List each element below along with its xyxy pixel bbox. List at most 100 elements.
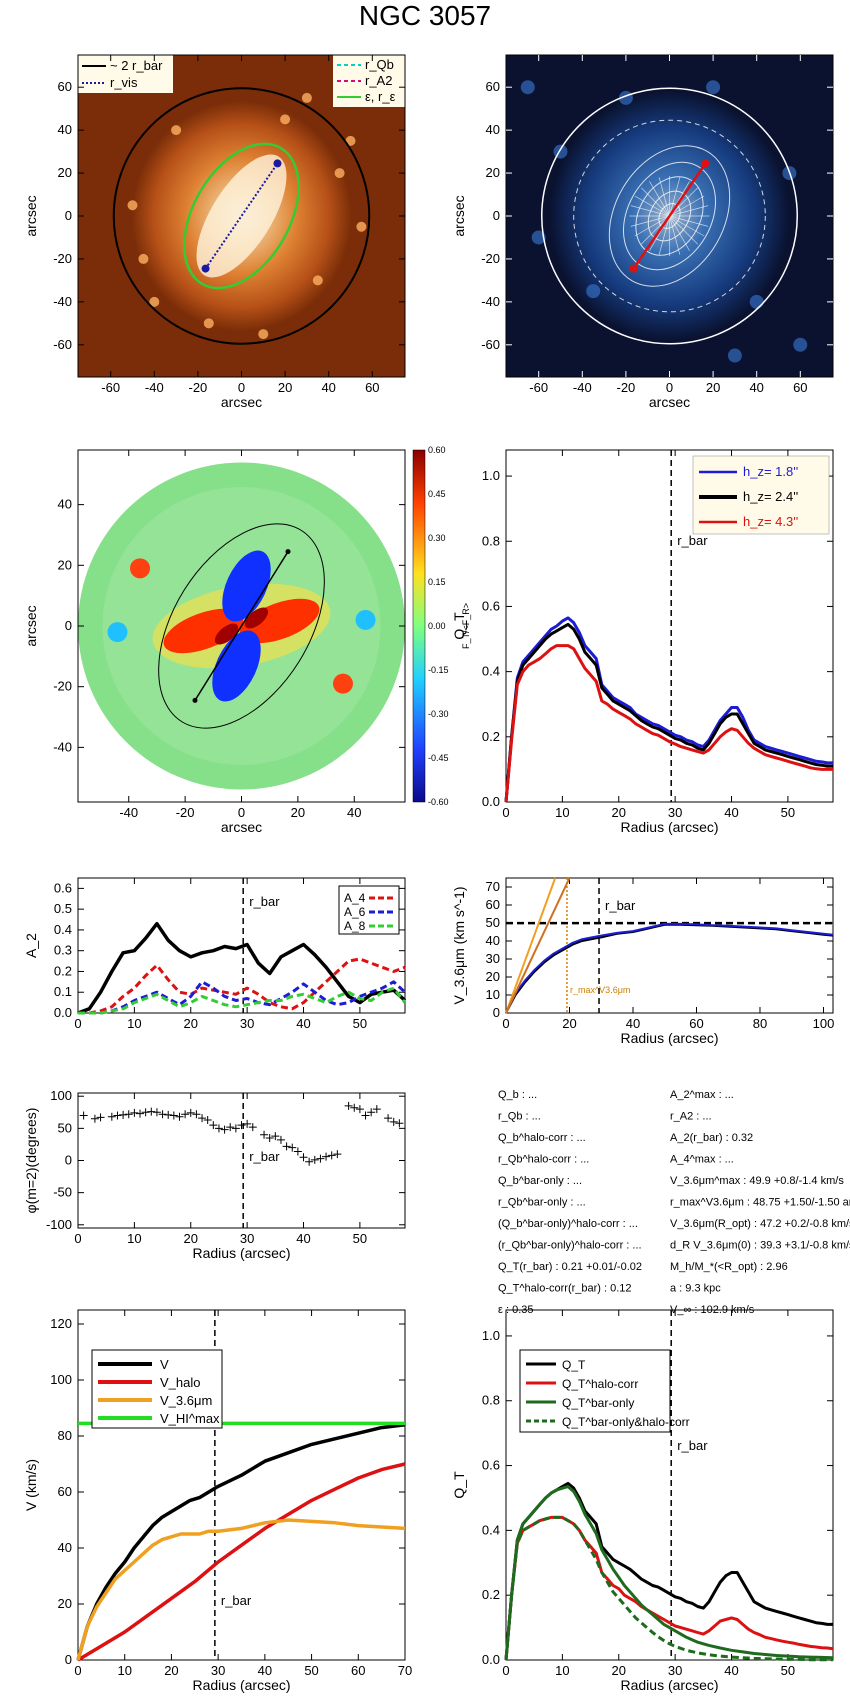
- force-map-ytick-label: 40: [58, 497, 72, 512]
- force-map-xtick-label: 40: [347, 805, 361, 820]
- velocity-decomposition-ytick-label: 0: [65, 1652, 72, 1667]
- qt-components-ytick-label: 1.0: [482, 1328, 500, 1343]
- vel-series-line: [77, 1462, 406, 1662]
- phase-point: [220, 1125, 229, 1134]
- residual-panel-xlabel: arcsec: [649, 394, 690, 410]
- a2-profile-ytick-label: 0.0: [54, 1005, 72, 1020]
- qt-comp-series-line: [504, 1485, 834, 1661]
- qt-hz-frame: [505, 449, 834, 803]
- residual-blob: [793, 337, 808, 352]
- phase-profile-ytick-label: -50: [53, 1185, 72, 1200]
- v36-profile-ylabel: V_3.6μm (km s^-1): [451, 886, 467, 1004]
- colorbar-tick-label: 0.60: [428, 445, 446, 455]
- a2-profile-ytick-label: 0.1: [54, 984, 72, 999]
- phase-point: [107, 1112, 116, 1121]
- qt-hz-ytick-label: 1.0: [482, 468, 500, 483]
- velocity-decomposition-ytick-label: 100: [50, 1372, 72, 1387]
- velocity-decomposition-xlabel: Radius (arcsec): [192, 1677, 290, 1693]
- param-right-row: A_2^max : ...: [670, 1089, 734, 1101]
- phase-point: [181, 1110, 190, 1119]
- image-panel-ytick-label: 0: [65, 208, 72, 223]
- qt-hz-xtick-label: 50: [781, 805, 795, 820]
- colorbar: [412, 449, 426, 803]
- v36-series-line: [505, 923, 834, 1014]
- phase-point: [175, 1112, 184, 1121]
- legend-label: Q_T^bar-only: [562, 1396, 634, 1410]
- sb-knot: [312, 275, 323, 286]
- phase-profile-ylabel: φ(m=2)(degrees): [23, 1108, 39, 1214]
- param-left-row: Q_b^halo-corr : ...: [498, 1132, 586, 1144]
- colorbar-tick-label: 0.15: [428, 577, 446, 587]
- a2-profile-ylabel: A_2: [23, 933, 39, 958]
- phase-profile: 0 10 20 30 40 50 -100 -50 0 50 100 Radius (arcsec) φ…: [23, 1088, 406, 1261]
- legend-label: A_8: [344, 919, 366, 933]
- force-bar-point: [192, 697, 198, 703]
- sb-knot: [301, 92, 312, 103]
- param-right-row: V_3.6μm(R_opt) : 47.2 +0.2/-0.8 km/s: [670, 1218, 850, 1230]
- qt-comp-series-line: [504, 1481, 833, 1661]
- residual-blob: [706, 80, 721, 95]
- v36-profile-xtick-label: 40: [626, 1016, 640, 1031]
- a2-profile-ytick-label: 0.5: [54, 901, 72, 916]
- force-red-core: [244, 607, 269, 629]
- qt-hz-xtick-label: 30: [668, 805, 682, 820]
- velocity-decomposition: 0 10 20 30 40 50 60 70 0 20 40 60 80 100 120 Radius (ar…: [23, 1309, 412, 1693]
- param-right-row: V_3.6μm^max : 49.9 +0.8/-1.4 km/s: [670, 1175, 844, 1187]
- image-panel-xtick-label: 40: [321, 380, 335, 395]
- velocity-decomposition-xtick-label: 30: [211, 1663, 225, 1678]
- qt-components: 0 10 20 30 40 50 0.0 0.2 0.4 0.6 0.8 1.0 Radius (arc…: [451, 1309, 834, 1693]
- param-left-row: Q_b : ...: [498, 1089, 537, 1101]
- residual-spoke: [669, 177, 681, 217]
- force-map-ytick-label: -40: [53, 739, 72, 754]
- colorbar-tick-label: -0.30: [428, 709, 449, 719]
- sb-knot: [149, 296, 160, 307]
- residual-blob: [531, 230, 546, 245]
- v36-profile-xtick-label: 100: [813, 1016, 835, 1031]
- residual-blob: [553, 144, 568, 159]
- legend-label: ε, r_ε: [365, 89, 396, 104]
- legend-label: r_A2: [365, 73, 392, 88]
- colorbar-label: F_T/<F_R>: [461, 603, 471, 649]
- qt-hz-xtick-label: 10: [555, 805, 569, 820]
- qt-components-xtick-label: 0: [502, 1663, 509, 1678]
- qt-components-xtick-label: 20: [612, 1663, 626, 1678]
- rvis-point: [201, 264, 210, 273]
- phase-point: [152, 1108, 161, 1117]
- param-left-row: Q_T^halo-corr(r_bar) : 0.12: [498, 1283, 632, 1295]
- phase-profile-rbar-label: r_bar: [249, 1149, 280, 1164]
- v36-profile-xtick-label: 60: [689, 1016, 703, 1031]
- qt-hz-ytick-label: 0.6: [482, 598, 500, 613]
- phase-point: [214, 1124, 223, 1133]
- phase-point: [282, 1142, 291, 1151]
- param-left-row: r_Qb^bar-only : ...: [498, 1197, 586, 1209]
- residual-contour: [623, 161, 716, 271]
- residual-spoke: [649, 181, 670, 217]
- residual-spoke: [630, 205, 670, 217]
- a2-profile-xtick-label: 20: [184, 1016, 198, 1031]
- phase-point: [130, 1108, 139, 1117]
- phase-point: [288, 1143, 297, 1152]
- residual-blob: [749, 294, 764, 309]
- residual-spoke: [669, 215, 709, 227]
- v36-series-line: [505, 877, 557, 1014]
- bar-axis-line: [632, 162, 707, 270]
- phase-point: [136, 1109, 145, 1118]
- sb-knot: [334, 168, 345, 179]
- force-ellipse: [158, 523, 325, 729]
- figure-title: NGC 3057: [358, 0, 492, 31]
- a2-profile-ytick-label: 0.3: [54, 943, 72, 958]
- sb-knot: [280, 114, 291, 125]
- phase-point: [299, 1153, 308, 1162]
- force-map-ytick-label: 20: [58, 557, 72, 572]
- image-panel-ytick-label: 40: [58, 122, 72, 137]
- velocity-decomposition-ytick-label: 40: [58, 1540, 72, 1555]
- phase-point: [333, 1150, 342, 1159]
- qt-hz-ytick-label: 0.4: [482, 664, 500, 679]
- phase-profile-xtick-label: 40: [296, 1231, 310, 1246]
- qt-hz-xtick-label: 40: [724, 805, 738, 820]
- image-panel-xlabel: arcsec: [221, 394, 262, 410]
- phase-point: [248, 1123, 257, 1132]
- velocity-decomposition-ytick-label: 120: [50, 1316, 72, 1331]
- residual-blob: [520, 80, 535, 95]
